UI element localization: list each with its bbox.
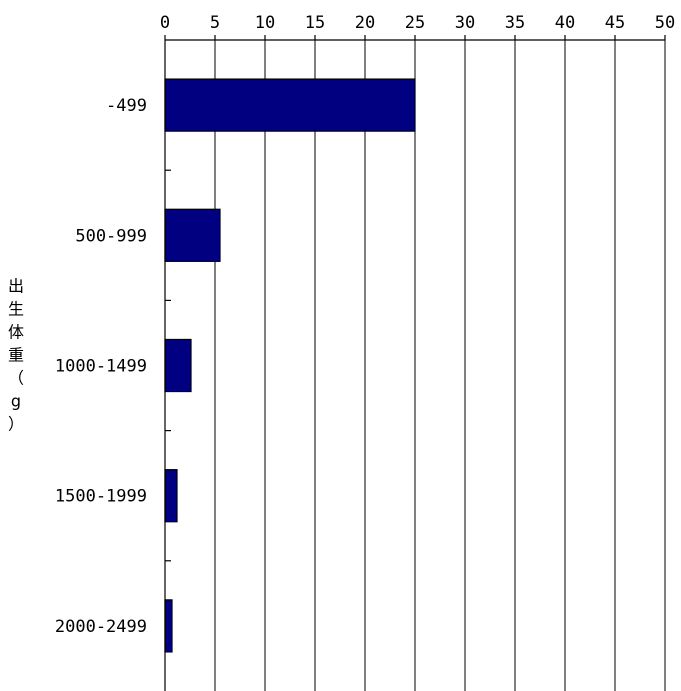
bar--499 xyxy=(164,78,416,132)
x-tick-label: 20 xyxy=(355,13,375,33)
axes xyxy=(164,35,666,691)
category-label: 500-999 xyxy=(75,226,147,246)
x-tick-label: 45 xyxy=(605,13,625,33)
x-tick-label: 50 xyxy=(655,13,675,33)
category-label: 2000-2499 xyxy=(55,617,147,637)
labels: 0 5 10 15 20 25 30 35 40 45 50 -499 500-999 1000-1499… xyxy=(55,13,675,637)
category-label: 1500-1999 xyxy=(55,487,147,507)
x-tick-label: 30 xyxy=(455,13,475,33)
x-tick-label: 40 xyxy=(555,13,575,33)
category-label: 1000-1499 xyxy=(55,357,147,377)
x-tick-label: 25 xyxy=(405,13,425,33)
x-tick-label: 5 xyxy=(210,13,220,33)
y-axis-title: 出生体重（ g） xyxy=(8,277,24,434)
bar-500-999 xyxy=(164,208,221,262)
x-tick-label: 10 xyxy=(255,13,275,33)
x-tick-label: 35 xyxy=(505,13,525,33)
x-tick-label: 0 xyxy=(160,13,170,33)
category-label: -499 xyxy=(106,96,147,116)
gridlines xyxy=(214,40,666,691)
x-tick-label: 15 xyxy=(305,13,325,33)
bar-2000-2499 xyxy=(164,599,173,653)
bars xyxy=(164,78,416,653)
y-axis-title-text: 出生体重（ g） xyxy=(8,277,24,434)
bar-1500-1999 xyxy=(164,469,178,523)
bar-1000-1499 xyxy=(164,338,192,393)
